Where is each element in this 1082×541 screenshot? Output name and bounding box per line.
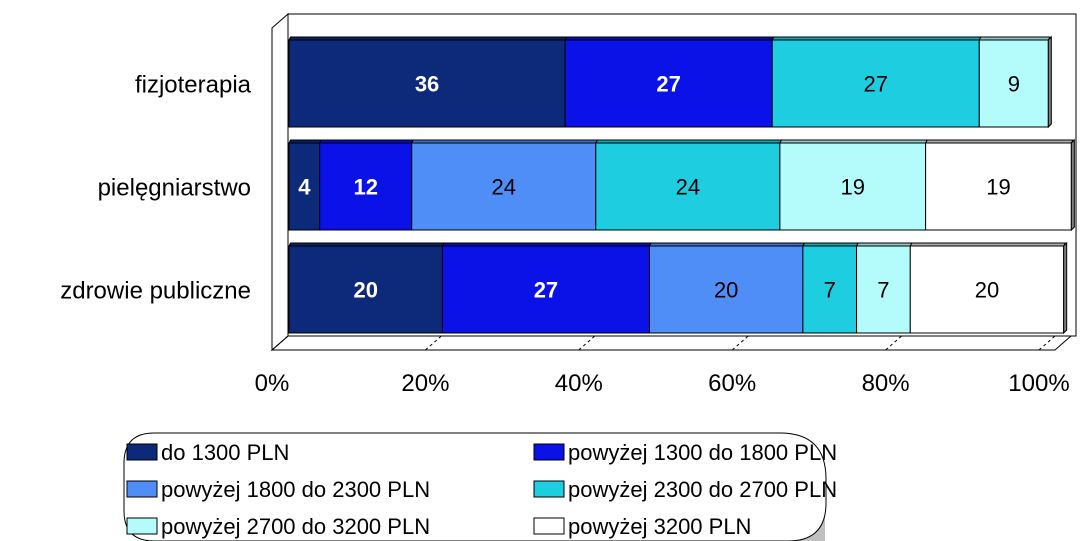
legend-swatch-powyzej-3200-pln	[533, 517, 565, 535]
legend: do 1300 PLN powyżej 1300 do 1800 PLN powyż…	[123, 432, 837, 541]
bar-pielegniarstwo-powyzej-3200-pln	[925, 142, 1072, 231]
bar-zdrowie-publiczne-powyzej-2300-do-2700-pln	[802, 245, 858, 334]
legend-label-powyzej-2700-do-3200-pln: powyżej 2700 do 3200 PLN	[161, 514, 430, 539]
bar-zdrowie-publiczne-powyzej-2700-do-3200-pln-label: 7	[877, 278, 889, 303]
bar-zdrowie-publiczne-do-1300-pln-label: 20	[353, 278, 377, 303]
legend-swatch-powyzej-1300-do-1800-pln	[533, 443, 565, 461]
bar-fizjoterapia-do-1300-pln	[288, 39, 566, 128]
bar-zdrowie-publiczne-powyzej-2700-do-3200-pln	[856, 245, 911, 334]
bar-pielegniarstwo-powyzej-2300-do-2700-pln	[595, 142, 781, 231]
bar-pielegniarstwo-powyzej-2300-do-2700-pln-label: 24	[676, 175, 700, 200]
bar-side-pielegniarstwo	[1070, 138, 1075, 232]
bar-pielegniarstwo-powyzej-2700-do-3200-pln	[779, 142, 927, 231]
legend-label-powyzej-3200-pln: powyżej 3200 PLN	[568, 514, 751, 539]
category-label-zdrowie-publiczne: zdrowie publiczne	[60, 278, 251, 305]
x-tick-label-40: 40%	[555, 370, 603, 397]
category-label-pielegniarstwo: pielęgniarstwo	[98, 175, 251, 202]
bar-fizjoterapia-powyzej-2700-do-3200-pln	[978, 39, 1049, 128]
bar-zdrowie-publiczne-powyzej-3200-pln-label: 20	[975, 278, 999, 303]
x-tick-label-20: 20%	[401, 370, 449, 397]
bar-zdrowie-publiczne-powyzej-2300-do-2700-pln-label: 7	[824, 278, 836, 303]
bar-zdrowie-publiczne-do-1300-pln	[288, 245, 443, 334]
bar-pielegniarstwo-powyzej-2700-do-3200-pln-label: 19	[841, 175, 865, 200]
bar-fizjoterapia-do-1300-pln-label: 36	[415, 72, 439, 97]
bar-pielegniarstwo-do-1300-pln	[288, 142, 321, 231]
bar-zdrowie-publiczne-powyzej-1800-do-2300-pln	[648, 245, 804, 334]
bar-zdrowie-publiczne-powyzej-1800-do-2300-pln-label: 20	[714, 278, 738, 303]
bar-pielegniarstwo-powyzej-1300-do-1800-pln-label: 12	[353, 175, 377, 200]
bar-fizjoterapia-powyzej-2300-do-2700-pln-label: 27	[864, 72, 888, 97]
legend-label-powyzej-2300-do-2700-pln: powyżej 2300 do 2700 PLN	[568, 477, 837, 502]
bar-zdrowie-publiczne-powyzej-3200-pln	[909, 245, 1065, 334]
legend-swatch-do-1300-pln	[126, 443, 158, 461]
legend-swatch-powyzej-2700-do-3200-pln	[126, 517, 158, 535]
bar-pielegniarstwo-powyzej-1800-do-2300-pln-label: 24	[492, 175, 516, 200]
legend-label-powyzej-1300-do-1800-pln: powyżej 1300 do 1800 PLN	[568, 440, 837, 465]
legend-swatch-powyzej-1800-do-2300-pln	[126, 480, 158, 498]
bar-pielegniarstwo-do-1300-pln-label: 4	[298, 175, 311, 200]
legend-label-powyzej-1800-do-2300-pln: powyżej 1800 do 2300 PLN	[161, 477, 430, 502]
x-tick-label-0: 0%	[255, 370, 290, 397]
floor	[270, 335, 1073, 351]
bar-zdrowie-publiczne-powyzej-1300-do-1800-pln-label: 27	[534, 278, 558, 303]
x-tick-label-80: 80%	[862, 370, 910, 397]
bar-side-zdrowie-publiczne	[1063, 241, 1068, 335]
bars: 36 27 27 9 4 12 24 24 19 19 20 27 20 7 7 20	[288, 35, 1075, 335]
x-tick-label-100: 100%	[1008, 370, 1069, 397]
bar-zdrowie-publiczne-powyzej-1300-do-1800-pln	[441, 245, 650, 334]
bar-pielegniarstwo-powyzej-1800-do-2300-pln	[411, 142, 597, 231]
bar-pielegniarstwo-powyzej-1300-do-1800-pln	[319, 142, 413, 231]
bar-fizjoterapia-powyzej-2300-do-2700-pln	[771, 39, 980, 128]
bar-side-fizjoterapia	[1047, 35, 1052, 129]
category-labels: fizjoterapia pielęgniarstwo zdrowie public…	[60, 72, 251, 305]
x-axis-ticks: 0% 20% 40% 60% 80% 100%	[255, 370, 1070, 397]
bar-pielegniarstwo-powyzej-3200-pln-label: 19	[986, 175, 1010, 200]
legend-label-do-1300-pln: do 1300 PLN	[161, 440, 289, 465]
x-tick-label-60: 60%	[708, 370, 756, 397]
category-label-fizjoterapia: fizjoterapia	[135, 72, 252, 99]
bar-fizjoterapia-powyzej-2700-do-3200-pln-label: 9	[1008, 72, 1020, 97]
left-wall	[271, 12, 289, 352]
legend-swatch-powyzej-2300-do-2700-pln	[533, 480, 565, 498]
bar-fizjoterapia-powyzej-1300-do-1800-pln-label: 27	[656, 72, 680, 97]
